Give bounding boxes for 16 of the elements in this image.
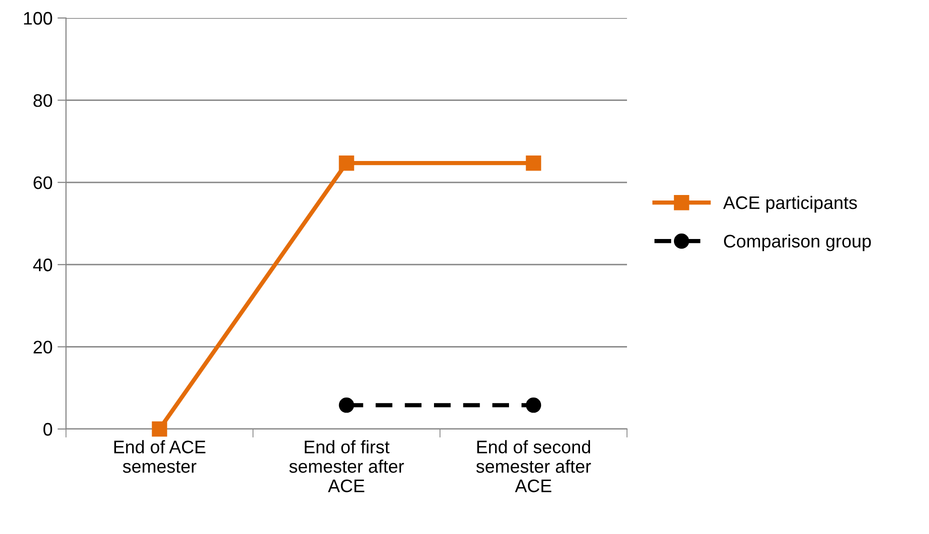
y-tick-label: 100 <box>24 12 52 25</box>
y-tick-label: 0 <box>43 422 52 436</box>
point <box>152 421 168 437</box>
y-tick-label: 80 <box>34 94 52 107</box>
point <box>338 398 354 413</box>
x-tick-label: End of ACE semester <box>114 440 206 473</box>
point <box>526 155 542 171</box>
x-tick-label: End of second semester after ACE <box>476 440 591 492</box>
x-tick-label: End of first semester after ACE <box>289 440 404 492</box>
point <box>526 398 542 413</box>
legend-label: ACE participants <box>723 196 857 213</box>
y-tick-label: 60 <box>34 176 52 190</box>
legend-label: Comparison group <box>724 234 871 252</box>
y-tick-label: 40 <box>33 258 52 272</box>
point <box>338 155 354 171</box>
y-tick-label: 20 <box>34 340 52 354</box>
